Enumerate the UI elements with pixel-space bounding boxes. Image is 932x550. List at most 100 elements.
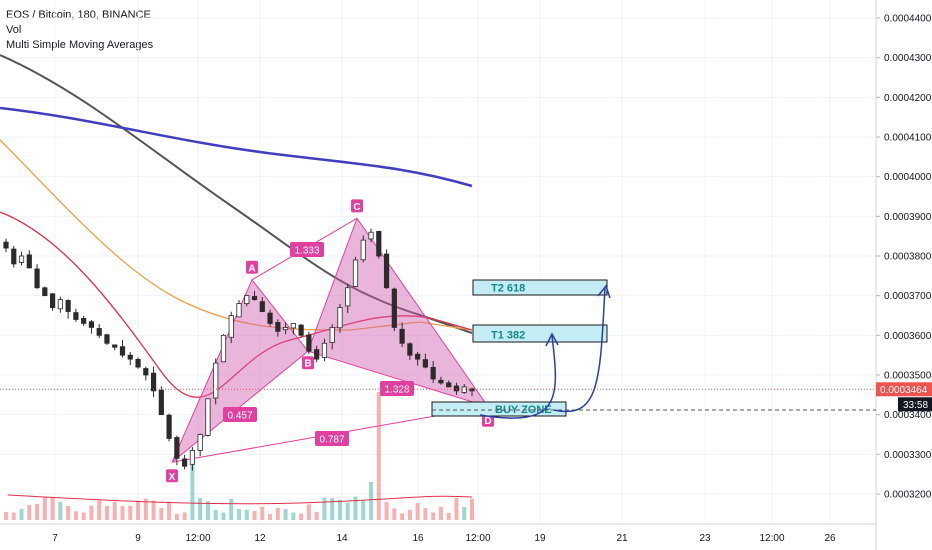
candle-body: [189, 449, 195, 465]
x-tick-label: 12:00: [465, 533, 490, 544]
volume-bar: [213, 509, 218, 520]
y-tick-label: 0.0003300: [884, 450, 932, 461]
candle-body: [321, 342, 328, 358]
pattern-point-tag: [166, 469, 178, 483]
volume-bar: [104, 505, 109, 520]
candle-body: [213, 362, 219, 399]
candle-body: [275, 322, 281, 332]
moving-averages: [0, 54, 473, 505]
y-tick-label: 0.0003800: [884, 252, 932, 263]
candle-body: [376, 230, 382, 257]
ma-indicator-label[interactable]: Multi Simple Moving Averages: [6, 39, 154, 51]
volume-bar: [361, 500, 366, 520]
candle-body: [282, 326, 289, 331]
volume-bar: [159, 508, 164, 520]
volume-bar: [27, 505, 32, 520]
candles: [3, 228, 475, 471]
volume-bar: [407, 509, 412, 520]
ma-blue-line: [0, 106, 473, 188]
volume-bar: [268, 513, 273, 520]
candle-body: [127, 354, 133, 360]
countdown-tag: [898, 397, 932, 412]
candle-body: [143, 368, 149, 376]
target-box: [472, 324, 608, 343]
volume-bar: [229, 498, 234, 520]
y-tick-label: 0.0004300: [884, 53, 932, 64]
candle-body: [158, 389, 164, 416]
x-tick-label: 23: [699, 533, 711, 544]
volume-bar: [120, 506, 125, 520]
volume-bar: [252, 511, 257, 520]
volume-bar: [470, 498, 474, 520]
target-label: T2 618: [491, 283, 525, 295]
volume-bar: [306, 504, 311, 520]
x-tick-label: 26: [824, 533, 836, 544]
volume-bar: [66, 505, 71, 520]
target-label: T1 382: [491, 330, 525, 342]
candle-body: [446, 382, 452, 388]
volume-bar: [376, 392, 381, 520]
volume-bar: [205, 501, 210, 520]
candle-body: [135, 358, 141, 368]
buy-zone-box: [431, 401, 567, 417]
candle-body: [42, 287, 48, 297]
volume-bar: [81, 512, 86, 520]
ratio-tag: [223, 407, 257, 422]
price-axis[interactable]: 0.0003200 0.0003300 0.0003400 0.0003500 0.00…: [876, 14, 932, 501]
volume-bar: [415, 503, 420, 520]
volume-bar: [283, 509, 288, 520]
x-tick-label: 14: [336, 533, 348, 544]
candle-body: [251, 296, 258, 301]
candle-body: [81, 317, 87, 324]
last-price-tag: [876, 382, 932, 397]
y-tick-label: 0.0003900: [884, 212, 932, 223]
volume-indicator-label[interactable]: Vol: [6, 24, 22, 36]
x-tick-label: 12: [254, 533, 266, 544]
projection-arrow-2: [553, 287, 606, 413]
candle-body: [65, 300, 71, 312]
candle-body: [236, 303, 242, 318]
volume-bar: [4, 511, 8, 520]
arrowhead-2: [597, 284, 611, 299]
candle-body: [73, 312, 79, 320]
volume-bar: [237, 508, 241, 520]
volume-bar: [345, 502, 350, 520]
y-tick-label: 0.0004100: [884, 133, 932, 144]
projection-arrow-1: [479, 335, 557, 419]
volume-bar: [423, 507, 428, 520]
volume-bar: [299, 513, 304, 520]
y-tick-label: 0.0003700: [884, 291, 932, 302]
ma-orange-line: [0, 139, 473, 331]
x-tick-label: 19: [534, 533, 546, 544]
volume-bar: [97, 500, 102, 520]
candle-body: [391, 288, 397, 328]
candle-body: [399, 328, 405, 344]
candle-body: [174, 437, 180, 459]
volume-bar: [151, 500, 156, 520]
last-price-label: 0.0003464: [880, 385, 928, 396]
pattern-point-label: X: [169, 472, 176, 483]
volume-bar: [384, 501, 389, 520]
y-tick-label: 0.0003600: [884, 331, 932, 342]
volume-bar: [221, 512, 226, 520]
candle-body: [220, 334, 227, 363]
volume-bars: [4, 392, 474, 520]
volume-bar: [400, 513, 405, 520]
y-tick-label: 0.0003200: [884, 490, 932, 501]
pattern-point-tag: [302, 356, 314, 370]
candle-body: [182, 458, 188, 467]
y-tick-label: 0.0004400: [884, 14, 932, 25]
candle-body: [368, 231, 374, 240]
candle-body: [57, 299, 63, 310]
ratio-label: 0.787: [319, 435, 344, 446]
time-axis[interactable]: 7 9 12:00 12 14 16 12:00 19 21 23 12:00 26: [52, 533, 836, 544]
candle-body: [352, 259, 359, 287]
volume-bar: [50, 496, 55, 520]
volume-bar: [190, 452, 195, 520]
candle-body: [244, 295, 250, 305]
volume-bar: [35, 503, 40, 520]
pattern-point-label: B: [304, 359, 311, 370]
x-tick-label: 12:00: [759, 533, 784, 544]
